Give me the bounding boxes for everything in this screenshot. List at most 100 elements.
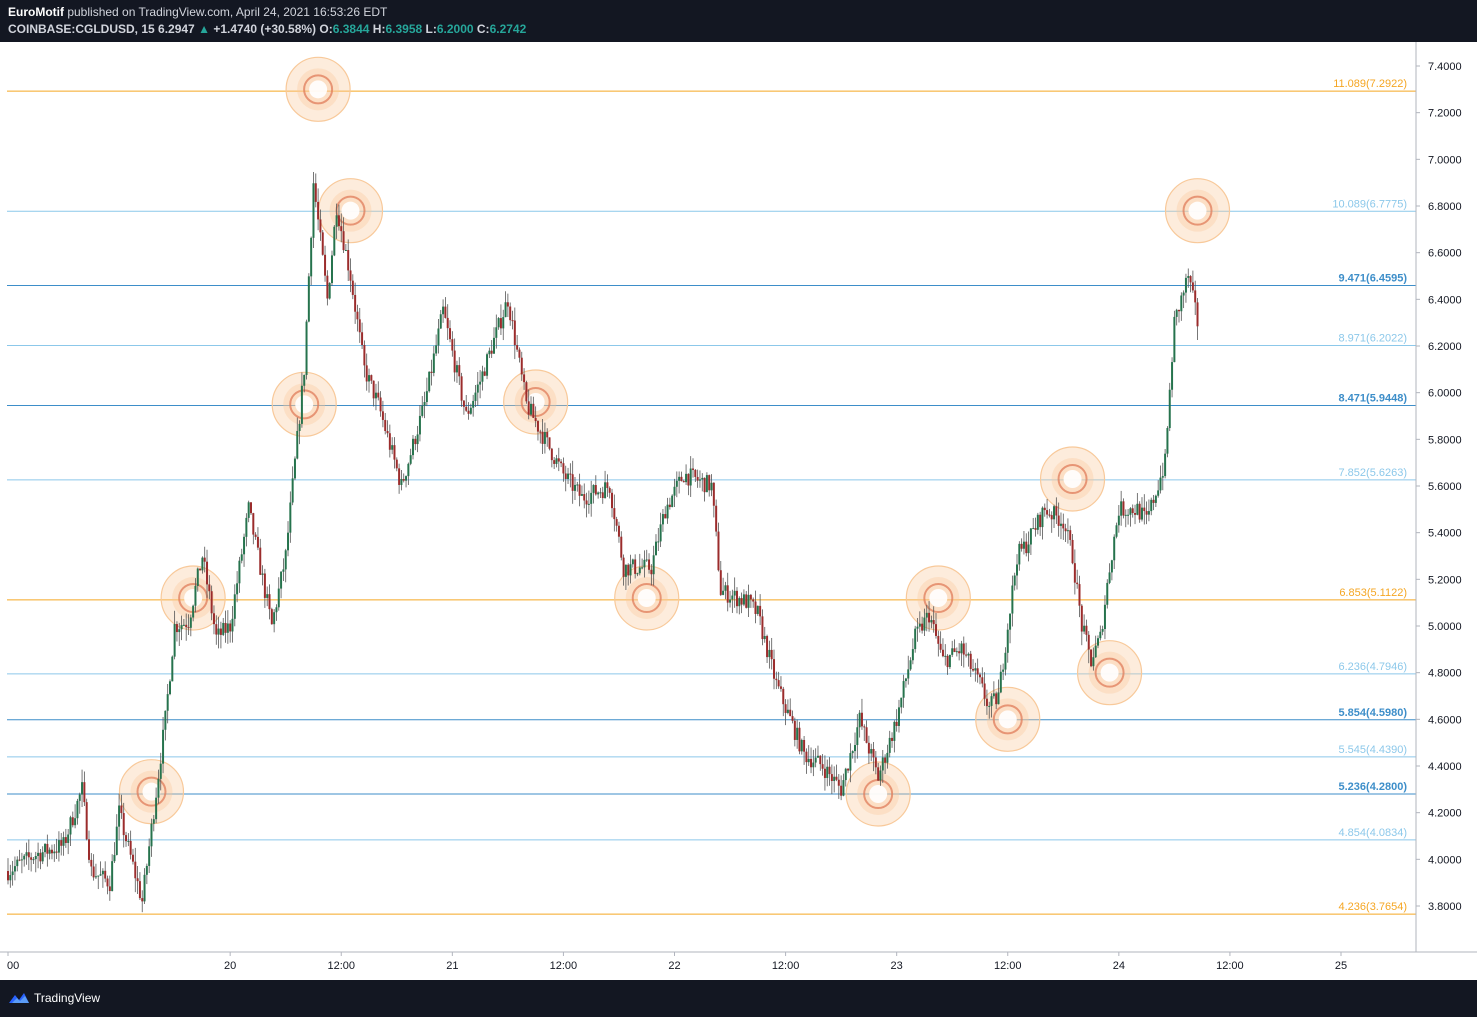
candle-up [675, 480, 678, 487]
candle-up [101, 870, 104, 875]
candle-down [830, 774, 833, 782]
candle-up [328, 283, 331, 299]
candle-up [807, 758, 810, 763]
candle-up [814, 757, 817, 763]
arrow-up-icon: ▲ [198, 22, 210, 36]
candle-down [340, 226, 343, 232]
candle-up [659, 524, 662, 542]
candle-up [701, 477, 704, 480]
chart-area[interactable]: 11.089(7.2922) 10.089(6.7775) 9.471(6.4595… [0, 42, 1477, 980]
candle-down [541, 431, 544, 444]
candle-down [860, 712, 863, 727]
candle-down [1064, 528, 1067, 532]
candle-down [664, 514, 667, 519]
candle-down [835, 776, 838, 780]
highlight-circle-center [1100, 663, 1119, 682]
y-tick-label: 5.2000 [1428, 574, 1462, 586]
candle-up [432, 353, 435, 373]
candle-up [469, 407, 472, 414]
candle-down [365, 365, 368, 382]
candle-down [921, 623, 924, 631]
candle-down [692, 468, 695, 470]
price-chart[interactable]: 11.089(7.2922) 10.089(6.7775) 9.471(6.4595… [0, 42, 1477, 980]
y-tick-label: 6.0000 [1428, 388, 1462, 400]
candle-up [1150, 499, 1153, 512]
candle-up [44, 843, 47, 853]
candle-down [187, 627, 190, 629]
highlight-circle-ring [1057, 464, 1088, 494]
candle-up [530, 403, 533, 415]
candle-up [870, 748, 873, 754]
candle-down [976, 668, 979, 675]
candle-down [141, 898, 144, 902]
candle-up [944, 655, 947, 657]
candle-down [136, 878, 139, 882]
candle-up [333, 226, 336, 256]
candle-up [298, 423, 301, 431]
candle-up [78, 794, 81, 801]
candle-down [594, 485, 597, 495]
y-tick-label: 3.8000 [1428, 901, 1462, 913]
candle-down [351, 280, 354, 295]
candle-up [245, 517, 248, 537]
candle-up [914, 628, 917, 650]
author-name[interactable]: EuroMotif [8, 5, 64, 19]
candle-down [1178, 309, 1181, 312]
candle-up [231, 618, 234, 632]
candle-down [613, 508, 616, 520]
candle-down [708, 475, 711, 491]
candle-up [53, 851, 56, 854]
candle-up [645, 559, 648, 561]
candle-down [402, 479, 405, 481]
fib-label: 5.545(4.4390) [1339, 744, 1408, 756]
fib-label: 7.852(5.6263) [1339, 467, 1408, 479]
candle-down [520, 357, 523, 375]
candle-up [76, 800, 79, 819]
candle-down [430, 371, 433, 373]
candle-down [749, 594, 752, 600]
candle-down [106, 878, 109, 887]
candle-down [349, 270, 352, 281]
candle-up [409, 455, 412, 464]
candle-up [391, 445, 394, 450]
candle-down [969, 653, 972, 669]
candle-down [506, 302, 509, 307]
highlight-circle-center [1063, 470, 1082, 488]
candle-up [81, 782, 84, 795]
candle-up [888, 737, 891, 753]
candle-down [606, 482, 609, 489]
candle-down [90, 859, 93, 867]
candle-down [884, 757, 887, 763]
candle-up [1120, 501, 1123, 516]
candle-up [127, 840, 130, 842]
candle-up [1094, 645, 1097, 658]
candle-up [689, 468, 692, 486]
price-change: +1.4740 (+30.58%) [213, 22, 317, 36]
candle-down [620, 536, 623, 558]
tradingview-brand[interactable]: TradingView [34, 991, 101, 1005]
candle-down [1122, 501, 1125, 516]
candle-up [233, 594, 236, 619]
candle-up [374, 392, 377, 399]
candle-up [858, 712, 861, 728]
candle-up [238, 560, 241, 584]
candle-up [1124, 514, 1127, 516]
candle-up [580, 494, 583, 496]
candle-up [844, 768, 847, 781]
candle-down [122, 813, 125, 836]
candle-up [1029, 528, 1032, 545]
candle-down [319, 219, 322, 233]
candle-down [1039, 514, 1042, 528]
candle-up [418, 415, 421, 435]
candle-down [536, 421, 539, 432]
candle-down [210, 591, 213, 614]
candle-down [7, 871, 9, 881]
candle-up [159, 763, 162, 779]
fib-label: 8.971(6.2022) [1339, 332, 1408, 344]
candle-up [37, 852, 40, 857]
candle-up [1184, 277, 1187, 293]
symbol-label[interactable]: COINBASE:CGLDUSD, 15 [8, 22, 155, 36]
published-text: published on TradingView.com, April 24, … [64, 5, 388, 19]
tradingview-logo-icon [9, 993, 29, 1003]
candle-down [224, 622, 227, 633]
